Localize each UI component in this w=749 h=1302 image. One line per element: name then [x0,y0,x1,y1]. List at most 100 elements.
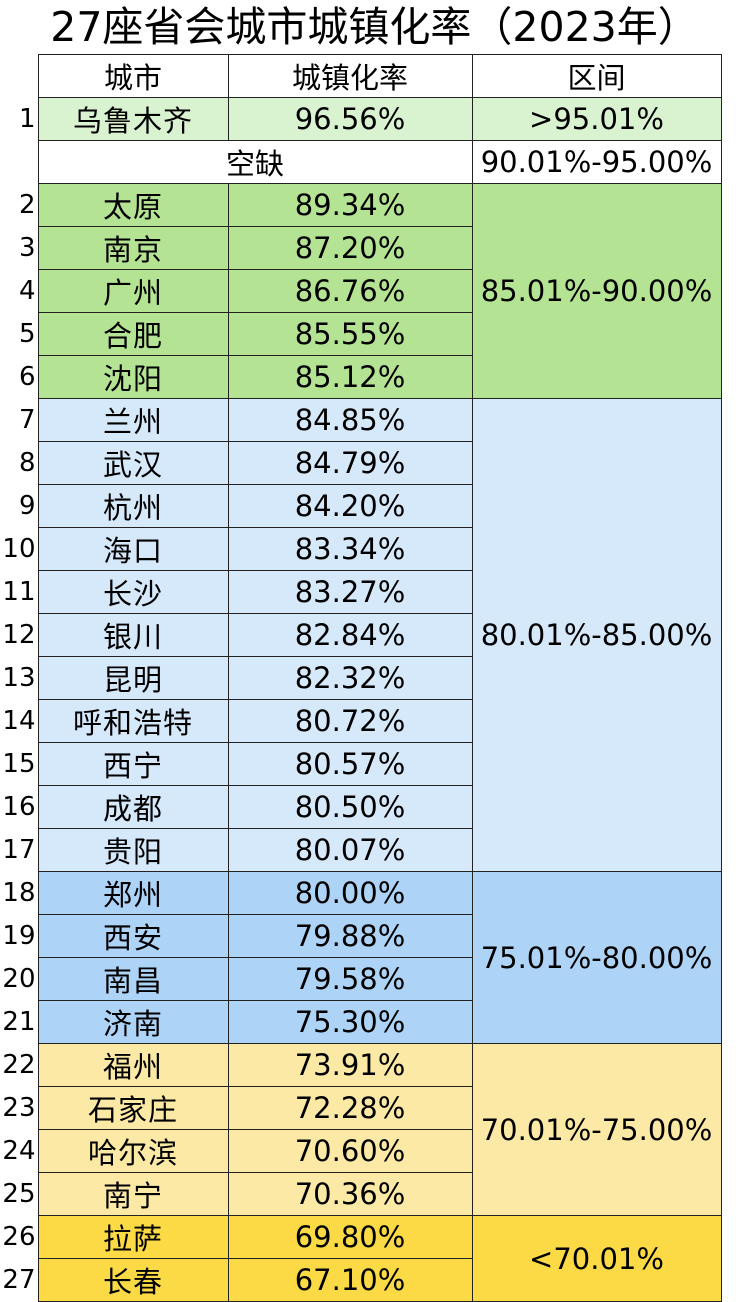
range-cell: 75.01%-80.00% [471,871,722,1044]
rank-number: 9 [0,484,38,528]
city-name: 济南 [37,1000,229,1044]
rank-header [0,54,38,98]
rank-number: 17 [0,828,38,872]
urbanization-rate: 84.85% [227,398,473,442]
city-name: 贵阳 [37,828,229,872]
city-name: 长春 [37,1258,229,1302]
range-cell: 90.01%-95.00% [471,140,722,184]
urbanization-rate: 70.60% [227,1129,473,1173]
urbanization-rate: 84.20% [227,484,473,528]
table-row: 4 广州 86.76% [0,269,721,313]
rank-number: 19 [0,914,38,958]
rank-number: 26 [0,1215,38,1259]
rank-number: 2 [0,183,38,227]
table-row: 25 南宁 70.36% [0,1172,721,1216]
rank-blank [0,140,38,184]
urbanization-rate: 80.50% [227,785,473,829]
table-row: 10 海口 83.34% [0,527,721,571]
rank-number: 8 [0,441,38,485]
city-name: 西宁 [37,742,229,786]
table-row: 22 福州 73.91% 70.01%-75.00% [0,1043,722,1216]
city-name: 武汉 [37,441,229,485]
table-header-row: 城市 城镇化率 区间 [0,54,722,98]
urbanization-rate: 70.36% [227,1172,473,1216]
city-name: 沈阳 [37,355,229,399]
table-row: 11 长沙 83.27% [0,570,721,614]
city-name: 南宁 [37,1172,229,1216]
table-row: 13 昆明 82.32% [0,656,721,700]
table-row: 26 拉萨 69.80% <70.01% [0,1215,722,1302]
rank-number: 7 [0,398,38,442]
urbanization-rate: 80.00% [227,871,473,915]
urbanization-rate: 83.34% [227,527,473,571]
rank-number: 12 [0,613,38,657]
table-row: 5 合肥 85.55% [0,312,721,356]
header-range: 区间 [471,54,722,98]
city-name: 合肥 [37,312,229,356]
header-rate: 城镇化率 [227,54,473,98]
urbanization-rate: 82.84% [227,613,473,657]
urbanization-rate: 85.12% [227,355,473,399]
urbanization-rate: 83.27% [227,570,473,614]
city-name: 广州 [37,269,229,313]
urbanization-rate: 72.28% [227,1086,473,1130]
city-name: 兰州 [37,398,229,442]
city-name: 昆明 [37,656,229,700]
rank-number: 21 [0,1000,38,1044]
rank-number: 6 [0,355,38,399]
range-cell: 80.01%-85.00% [471,398,722,872]
rank-number: 16 [0,785,38,829]
range-cell: 85.01%-90.00% [471,183,722,399]
urbanization-table: 城市 城镇化率 区间 1 乌鲁木齐 96.56% >95.01% 空缺 90.01%-95… [0,54,722,1302]
rank-number: 15 [0,742,38,786]
city-name: 乌鲁木齐 [37,97,229,141]
table-row: 14 呼和浩特 80.72% [0,699,721,743]
page-title: 27座省会城市城镇化率（2023年） [50,3,699,51]
table-row: 24 哈尔滨 70.60% [0,1129,721,1173]
gap-label: 空缺 [37,140,473,184]
table-row: 18 郑州 80.00% 75.01%-80.00% [0,871,722,1044]
city-name: 石家庄 [37,1086,229,1130]
urbanization-rate: 79.88% [227,914,473,958]
rank-number: 10 [0,527,38,571]
city-name: 南昌 [37,957,229,1001]
table-row: 3 南京 87.20% [0,226,721,270]
urbanization-rate: 80.07% [227,828,473,872]
rank-number: 25 [0,1172,38,1216]
rank-number: 20 [0,957,38,1001]
city-name: 杭州 [37,484,229,528]
table-row: 17 贵阳 80.07% [0,828,721,872]
gap-row: 空缺 90.01%-95.00% [0,140,722,184]
rank-number: 11 [0,570,38,614]
table-row: 20 南昌 79.58% [0,957,721,1001]
city-name: 太原 [37,183,229,227]
city-name: 福州 [37,1043,229,1087]
rank-number: 22 [0,1043,38,1087]
urbanization-rate: 80.57% [227,742,473,786]
table-row: 23 石家庄 72.28% [0,1086,721,1130]
city-name: 呼和浩特 [37,699,229,743]
table-row: 21 济南 75.30% [0,1000,721,1044]
urbanization-rate: 80.72% [227,699,473,743]
urbanization-rate: 75.30% [227,1000,473,1044]
table-row: 12 银川 82.84% [0,613,721,657]
rank-number: 5 [0,312,38,356]
urbanization-rate: 96.56% [227,97,473,141]
rank-number: 18 [0,871,38,915]
table-row: 15 西宁 80.57% [0,742,721,786]
city-name: 郑州 [37,871,229,915]
range-cell: <70.01% [471,1215,722,1302]
urbanization-rate: 82.32% [227,656,473,700]
city-name: 拉萨 [37,1215,229,1259]
table-row: 9 杭州 84.20% [0,484,721,528]
urbanization-rate: 89.34% [227,183,473,227]
table-row: 2 太原 89.34% 85.01%-90.00% [0,183,722,399]
city-name: 哈尔滨 [37,1129,229,1173]
table-row: 8 武汉 84.79% [0,441,721,485]
urbanization-rate: 87.20% [227,226,473,270]
rank-number: 14 [0,699,38,743]
urbanization-rate: 67.10% [227,1258,473,1302]
range-cell: >95.01% [471,97,722,141]
city-name: 海口 [37,527,229,571]
rank-number: 1 [0,97,38,141]
